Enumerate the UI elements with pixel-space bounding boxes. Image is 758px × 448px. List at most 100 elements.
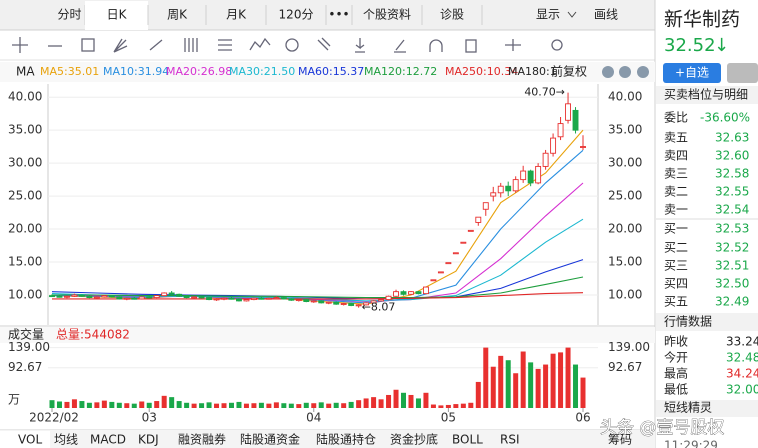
candle-body <box>168 292 175 295</box>
volume-bar-header <box>0 327 655 343</box>
level-label: 卖二 <box>664 185 688 199</box>
level-label: 卖三 <box>664 167 688 181</box>
watchlist-label[interactable]: +自选 <box>675 66 709 80</box>
button[interactable] <box>727 63 758 83</box>
candle-body <box>370 300 377 304</box>
bottom-tab[interactable]: 陆股通资金 <box>240 432 300 447</box>
candle-body <box>49 295 55 298</box>
candle-body <box>86 295 93 299</box>
bottom-tab[interactable]: VOL <box>18 433 42 447</box>
volume-bar <box>445 404 451 408</box>
bottom-tab[interactable]: KDJ <box>138 433 159 447</box>
ma-legend-item: MA5:35.01 <box>40 65 99 78</box>
y-tick-label: 10.00 <box>8 287 42 301</box>
watchlist-button[interactable] <box>663 63 721 83</box>
draw-button[interactable]: 画线 <box>594 8 618 22</box>
candle-body <box>213 298 220 301</box>
y-tick-label: 40.00 <box>608 90 642 104</box>
level-label: 买四 <box>664 277 688 291</box>
volume-bar <box>273 402 279 408</box>
x-tick-label: 2022/02 <box>29 411 79 425</box>
y-tick-label: 25.00 <box>608 189 642 203</box>
adjust-label[interactable]: 前复权 <box>551 64 587 79</box>
candle-body <box>512 179 519 192</box>
volume-bar <box>124 403 130 408</box>
candle-body <box>116 296 123 300</box>
bottom-tab[interactable]: 均线 <box>54 433 78 447</box>
candle-body <box>236 298 242 302</box>
bottom-tab[interactable]: 陆股通持仓 <box>316 432 376 447</box>
candle-body <box>430 279 437 282</box>
y-tick-label: 30.00 <box>608 156 642 170</box>
ma-line <box>52 276 584 299</box>
y-tick-label: 40.00 <box>8 90 42 104</box>
tab[interactable]: 周K <box>167 8 188 22</box>
candle-body <box>78 294 85 297</box>
bottom-tab[interactable]: RSI <box>500 433 520 447</box>
candle-body <box>288 298 295 301</box>
candle-body <box>497 185 504 194</box>
quote-label: 昨收 <box>664 335 688 349</box>
volume-bar <box>378 399 384 408</box>
quote-title: 行情数据 <box>664 314 712 329</box>
bottom-tab[interactable]: 资金抄底 <box>390 432 438 447</box>
volume-bar <box>71 399 77 408</box>
y-tick-label: 139.00 <box>608 340 650 354</box>
candle-body <box>467 229 474 232</box>
volume-bar <box>214 403 220 408</box>
candle-body <box>535 165 542 184</box>
chart-controls[interactable] <box>602 66 649 78</box>
level-label: 买三 <box>664 259 688 273</box>
tab[interactable]: 日K <box>107 8 128 22</box>
volume-bar <box>573 364 579 408</box>
short-term-title: 短线精灵 <box>664 401 712 415</box>
tab[interactable]: 120分 <box>279 8 314 22</box>
y-tick-label: 15.00 <box>8 255 42 269</box>
candle-body <box>527 170 534 184</box>
volume-bar <box>94 402 100 408</box>
chips-tab[interactable]: 筹码 <box>608 433 632 447</box>
tab[interactable]: 分时 <box>57 8 81 22</box>
tab[interactable]: 个股资料 <box>363 8 411 22</box>
x-tick-label: 03 <box>142 411 157 425</box>
volume-bar <box>281 403 287 408</box>
tab[interactable]: 诊股 <box>440 8 464 22</box>
tab[interactable]: ••• <box>328 8 349 22</box>
volume-bar <box>453 404 459 408</box>
bottom-tab[interactable]: MACD <box>90 433 126 447</box>
volume-bar <box>296 404 302 408</box>
volume-bar <box>558 352 564 408</box>
section-header <box>656 86 758 104</box>
y-tick-label: 20.00 <box>8 222 42 236</box>
tab[interactable]: 月K <box>226 8 247 22</box>
level-price: 32.54 <box>715 203 749 217</box>
volume-bar <box>401 392 407 408</box>
volume-unit: 万 <box>8 393 20 407</box>
candle-body <box>206 297 213 301</box>
volume-bar <box>116 402 122 408</box>
ratio-label: 委比 <box>664 111 688 125</box>
section-header <box>656 313 758 331</box>
volume-bar <box>318 402 324 408</box>
volume-title: 成交量 <box>8 327 44 342</box>
candle-body <box>318 300 325 304</box>
ma-line <box>51 218 584 302</box>
candle-body <box>303 299 310 302</box>
bottom-tab[interactable]: BOLL <box>452 433 483 447</box>
tool-icons[interactable] <box>12 37 563 53</box>
volume-bar <box>468 402 474 408</box>
volume-bar <box>311 403 317 408</box>
volume-bar <box>550 353 556 408</box>
display-button[interactable]: 显示 <box>536 8 560 22</box>
volume-bar <box>251 403 257 408</box>
y-tick-label: 139.00 <box>8 340 50 354</box>
volume-bar <box>393 389 399 408</box>
volume-bar <box>363 398 369 408</box>
candle-body <box>408 291 414 295</box>
volume-bar <box>101 400 107 408</box>
volume-bar <box>228 402 234 408</box>
y-tick-label: 30.00 <box>8 156 42 170</box>
level-price: 32.53 <box>715 222 749 236</box>
bottom-tab[interactable]: 融资融券 <box>178 432 226 447</box>
annotation: 40.70→ <box>524 86 565 99</box>
